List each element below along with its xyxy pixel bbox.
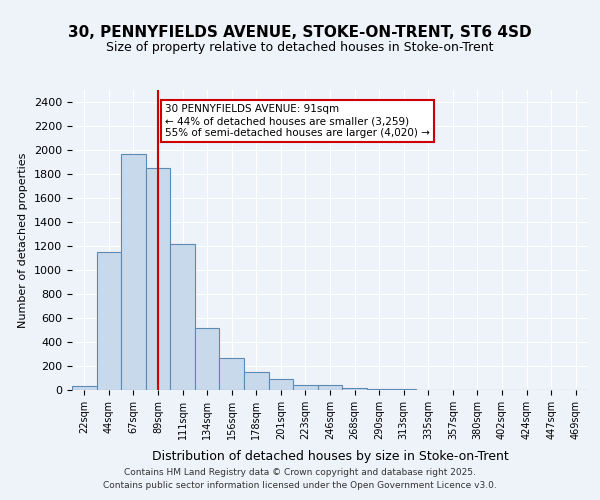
Bar <box>195 328 220 390</box>
Text: Size of property relative to detached houses in Stoke-on-Trent: Size of property relative to detached ho… <box>106 41 494 54</box>
Bar <box>97 252 121 390</box>
Text: Contains public sector information licensed under the Open Government Licence v3: Contains public sector information licen… <box>103 480 497 490</box>
Bar <box>293 384 318 390</box>
Bar <box>121 154 146 390</box>
Y-axis label: Number of detached properties: Number of detached properties <box>19 152 28 328</box>
Bar <box>146 168 170 390</box>
Bar <box>367 389 391 390</box>
Bar <box>318 385 342 390</box>
Bar <box>170 244 195 390</box>
Text: Contains HM Land Registry data © Crown copyright and database right 2025.: Contains HM Land Registry data © Crown c… <box>124 468 476 477</box>
Bar <box>244 372 269 390</box>
Bar <box>342 388 367 390</box>
Bar <box>220 358 244 390</box>
X-axis label: Distribution of detached houses by size in Stoke-on-Trent: Distribution of detached houses by size … <box>152 450 508 463</box>
Bar <box>269 379 293 390</box>
Bar <box>72 386 97 390</box>
Text: 30, PENNYFIELDS AVENUE, STOKE-ON-TRENT, ST6 4SD: 30, PENNYFIELDS AVENUE, STOKE-ON-TRENT, … <box>68 25 532 40</box>
Text: 30 PENNYFIELDS AVENUE: 91sqm
← 44% of detached houses are smaller (3,259)
55% of: 30 PENNYFIELDS AVENUE: 91sqm ← 44% of de… <box>166 104 430 138</box>
